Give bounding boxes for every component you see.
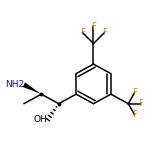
Text: F: F — [102, 28, 107, 37]
Text: F: F — [132, 110, 137, 119]
Text: F: F — [91, 22, 96, 31]
Polygon shape — [23, 83, 41, 94]
Text: F: F — [132, 88, 137, 97]
Text: F: F — [138, 99, 143, 108]
Text: NH2: NH2 — [5, 80, 24, 89]
Text: F: F — [80, 28, 85, 37]
Text: OH: OH — [34, 115, 48, 124]
